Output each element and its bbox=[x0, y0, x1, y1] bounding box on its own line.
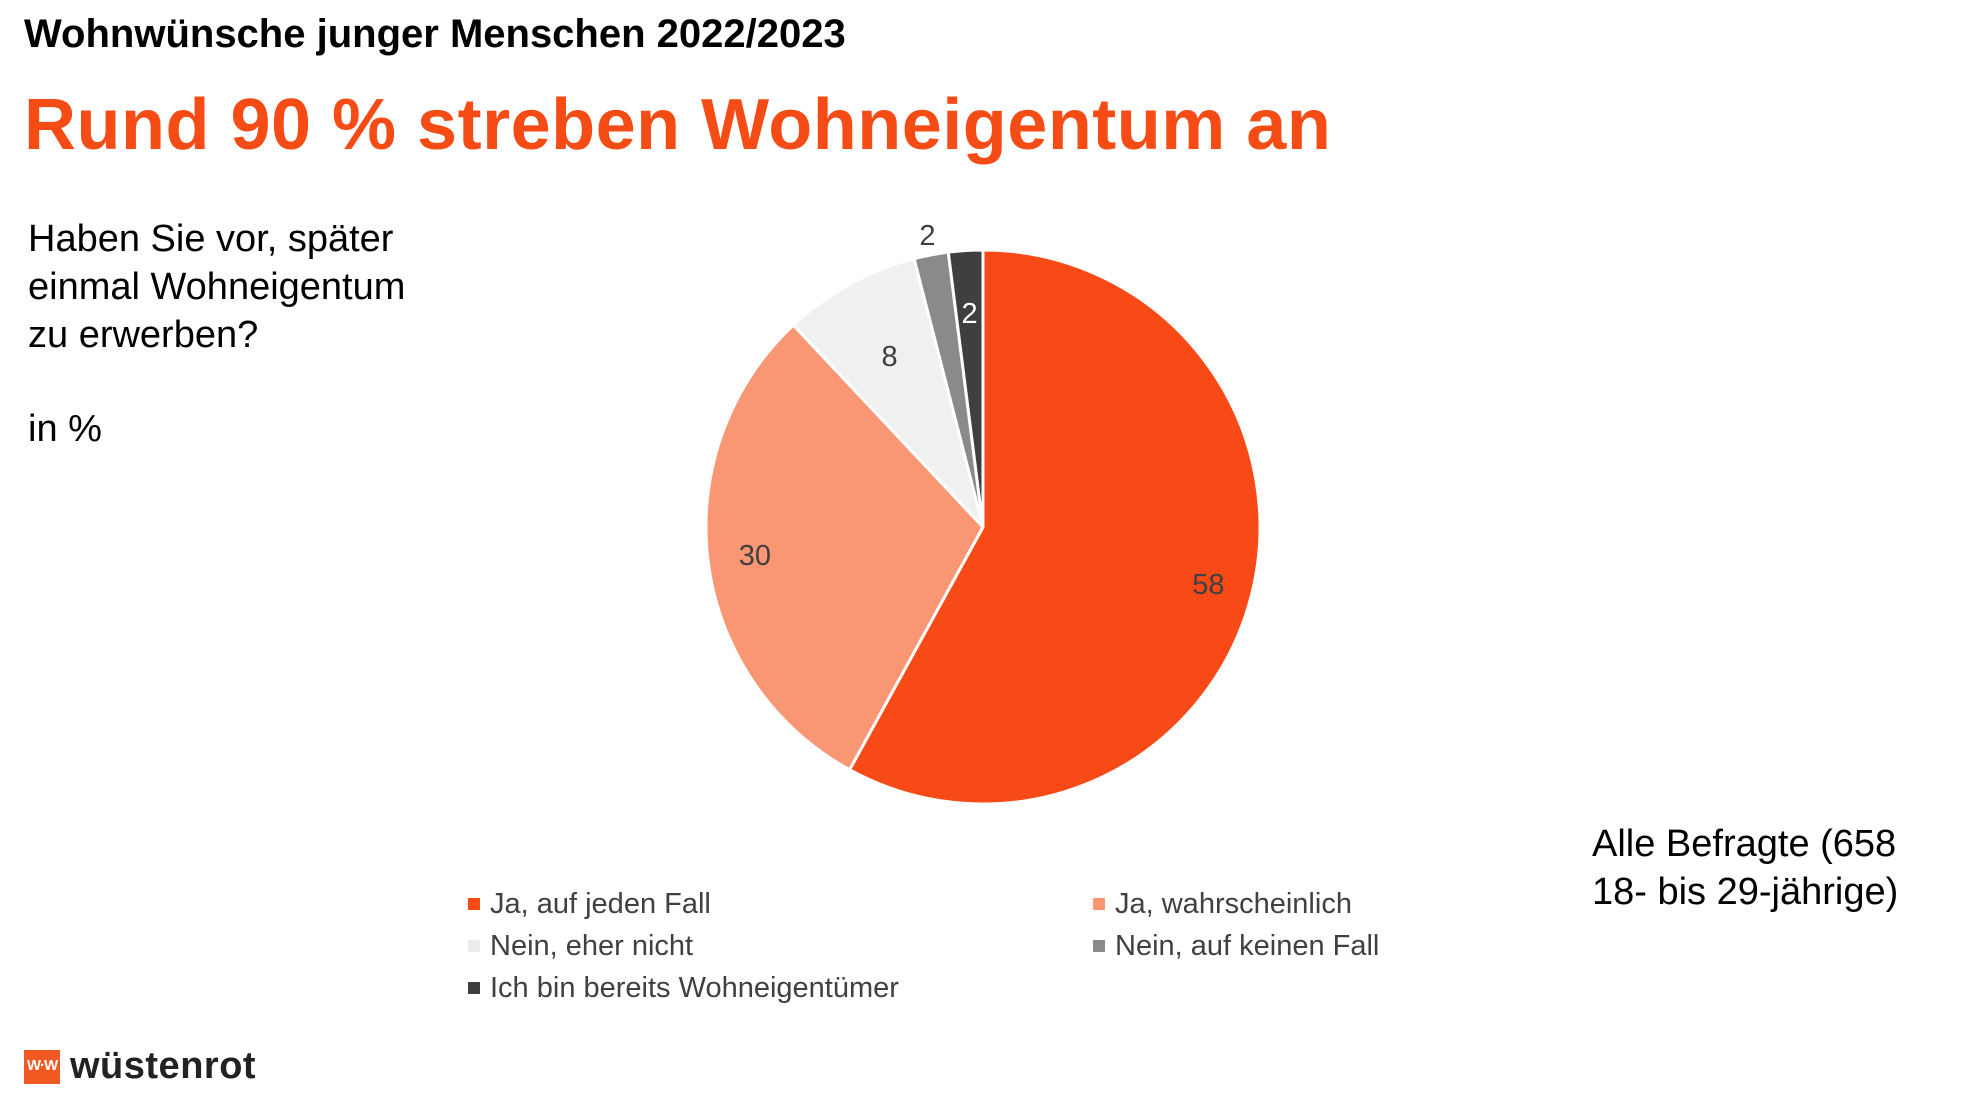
legend-item-2: Ja, wahrscheinlich bbox=[1093, 885, 1468, 923]
logo-mark-text: W·W bbox=[26, 1056, 58, 1074]
legend-item-3: Nein, eher nicht bbox=[468, 927, 1093, 965]
pie-slice-3 bbox=[791, 257, 985, 529]
legend-swatch-3 bbox=[468, 940, 480, 952]
pie-slice-2 bbox=[704, 323, 985, 772]
legend-swatch-5 bbox=[468, 982, 480, 994]
sample-base-note: Alle Befragte (658 18- bis 29-jährige) bbox=[1592, 823, 1899, 913]
unit-label: in % bbox=[28, 408, 102, 450]
page-kicker: Wohnwünsche junger Menschen 2022/2023 bbox=[24, 12, 846, 56]
logo-mark-icon: W·W bbox=[24, 1049, 60, 1084]
legend-item-5: Ich bin bereits Wohneigentümer bbox=[468, 969, 1093, 1007]
chart-legend: Ja, auf jeden Fall Ja, wahrscheinlich Nein… bbox=[468, 885, 1468, 1007]
legend-swatch-4 bbox=[1093, 940, 1105, 952]
legend-item-4: Nein, auf keinen Fall bbox=[1093, 927, 1468, 965]
pie-data-label-5: 2 bbox=[962, 298, 978, 330]
legend-label-4: Nein, auf keinen Fall bbox=[1115, 929, 1380, 962]
logo-wordmark: wüstenrot bbox=[70, 1045, 257, 1087]
survey-question: Haben Sie vor, später einmal Wohneigentu… bbox=[28, 218, 406, 356]
legend-swatch-2 bbox=[1093, 898, 1105, 910]
pie-slice-5 bbox=[946, 248, 985, 529]
pie-data-label-3: 8 bbox=[882, 341, 898, 373]
pie-data-label-1: 58 bbox=[1192, 569, 1224, 601]
legend-label-3: Nein, eher nicht bbox=[490, 929, 694, 962]
legend-swatch-1 bbox=[468, 898, 480, 910]
legend-label-1: Ja, auf jeden Fall bbox=[490, 887, 711, 920]
legend-label-5: Ich bin bereits Wohneigentümer bbox=[490, 971, 899, 1004]
pie-data-label-2: 30 bbox=[739, 540, 771, 572]
legend-label-2: Ja, wahrscheinlich bbox=[1115, 887, 1352, 920]
legend-item-1: Ja, auf jeden Fall bbox=[468, 885, 1093, 923]
pie-data-label-4: 2 bbox=[919, 220, 935, 252]
page-headline: Rund 90 % streben Wohneigentum an bbox=[24, 85, 1332, 165]
pie-slice-1 bbox=[848, 248, 1262, 806]
wuestenrot-logo: W·W wüstenrot bbox=[24, 1045, 256, 1088]
